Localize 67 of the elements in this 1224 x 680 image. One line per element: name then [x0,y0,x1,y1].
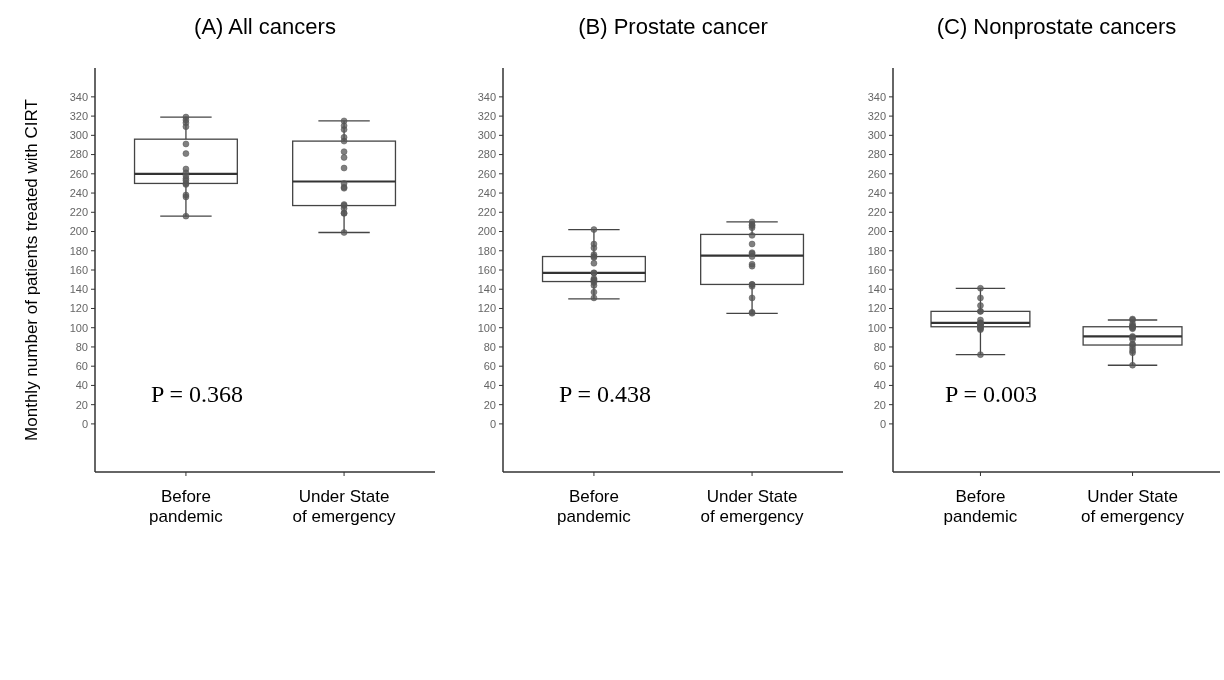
y-tick-label: 300 [867,129,886,142]
y-tick-label: 100 [477,321,496,334]
y-tick-label: 180 [69,244,88,257]
y-tick-label: 340 [477,90,496,103]
y-tick-label: 80 [75,340,88,353]
y-tick-label: 140 [867,283,886,296]
y-tick-label: 0 [81,417,88,430]
y-tick-label: 240 [69,186,88,199]
y-tick-label: 180 [867,244,886,257]
y-tick-label: 40 [873,379,886,392]
y-tick-label: 340 [867,90,886,103]
y-tick-label: 80 [483,340,496,353]
y-tick-label: 280 [69,148,88,161]
y-tick-label: 280 [477,148,496,161]
y-tick-label: 200 [867,225,886,238]
y-tick-label: 200 [477,225,496,238]
y-tick-label: 80 [873,340,886,353]
y-tick-label: 340 [69,90,88,103]
x-tick-label: Before pandemic [557,487,632,527]
y-tick-label: 220 [477,206,496,219]
y-tick-label: 100 [867,321,886,334]
annotation: P = 0.368 [151,381,243,407]
y-tick-label: 120 [867,302,886,315]
y-tick-label: 240 [477,186,496,199]
y-tick-label: 160 [867,263,886,276]
y-tick-label: 220 [867,206,886,219]
annotation: P = 0.003 [945,381,1038,407]
y-tick-label: 220 [69,206,88,219]
y-tick-label: 120 [477,302,496,315]
y-tick-label: 20 [75,398,88,411]
y-tick-label: 40 [483,379,496,392]
y-tick-label: 60 [483,360,496,373]
y-tick-label: 280 [867,148,886,161]
y-tick-label: 60 [75,360,88,373]
x-tick-label: Under State of emergency [700,487,805,527]
annotation: P = 0.438 [559,381,651,407]
y-tick-label: 0 [879,417,886,430]
y-tick-label: 60 [873,360,886,373]
y-tick-label: 180 [477,244,496,257]
y-tick-label: 260 [477,167,496,180]
y-tick-label: 300 [69,129,88,142]
x-tick-label: Under State of emergency [1081,487,1185,527]
y-tick-label: 300 [477,129,496,142]
y-tick-label: 100 [69,321,88,334]
y-tick-label: 140 [477,283,496,296]
y-tick-label: 20 [483,398,496,411]
y-tick-label: 200 [69,225,88,238]
y-tick-label: 320 [69,109,88,122]
y-tick-label: 120 [69,302,88,315]
y-tick-label: 160 [477,263,496,276]
y-tick-label: 260 [867,167,886,180]
y-tick-label: 320 [867,109,886,122]
y-tick-label: 260 [69,167,88,180]
chart-title: (C) Nonprostate cancers [936,14,1177,39]
y-tick-label: 20 [873,398,886,411]
x-tick-label: Before pandemic [943,487,1018,527]
y-tick-label: 320 [477,109,496,122]
chart-title: (B) Prostate cancer [578,14,768,39]
y-tick-label: 140 [69,283,88,296]
chart-title: (A) All cancers [194,14,336,39]
y-tick-label: 0 [489,417,496,430]
y-tick-label: 160 [69,263,88,276]
y-axis-title: Monthly number of patients treated with CIRT [22,99,41,441]
x-tick-label: Under State of emergency [292,487,397,527]
y-tick-label: 240 [867,186,886,199]
y-tick-label: 40 [75,379,88,392]
x-tick-label: Before pandemic [149,487,224,527]
